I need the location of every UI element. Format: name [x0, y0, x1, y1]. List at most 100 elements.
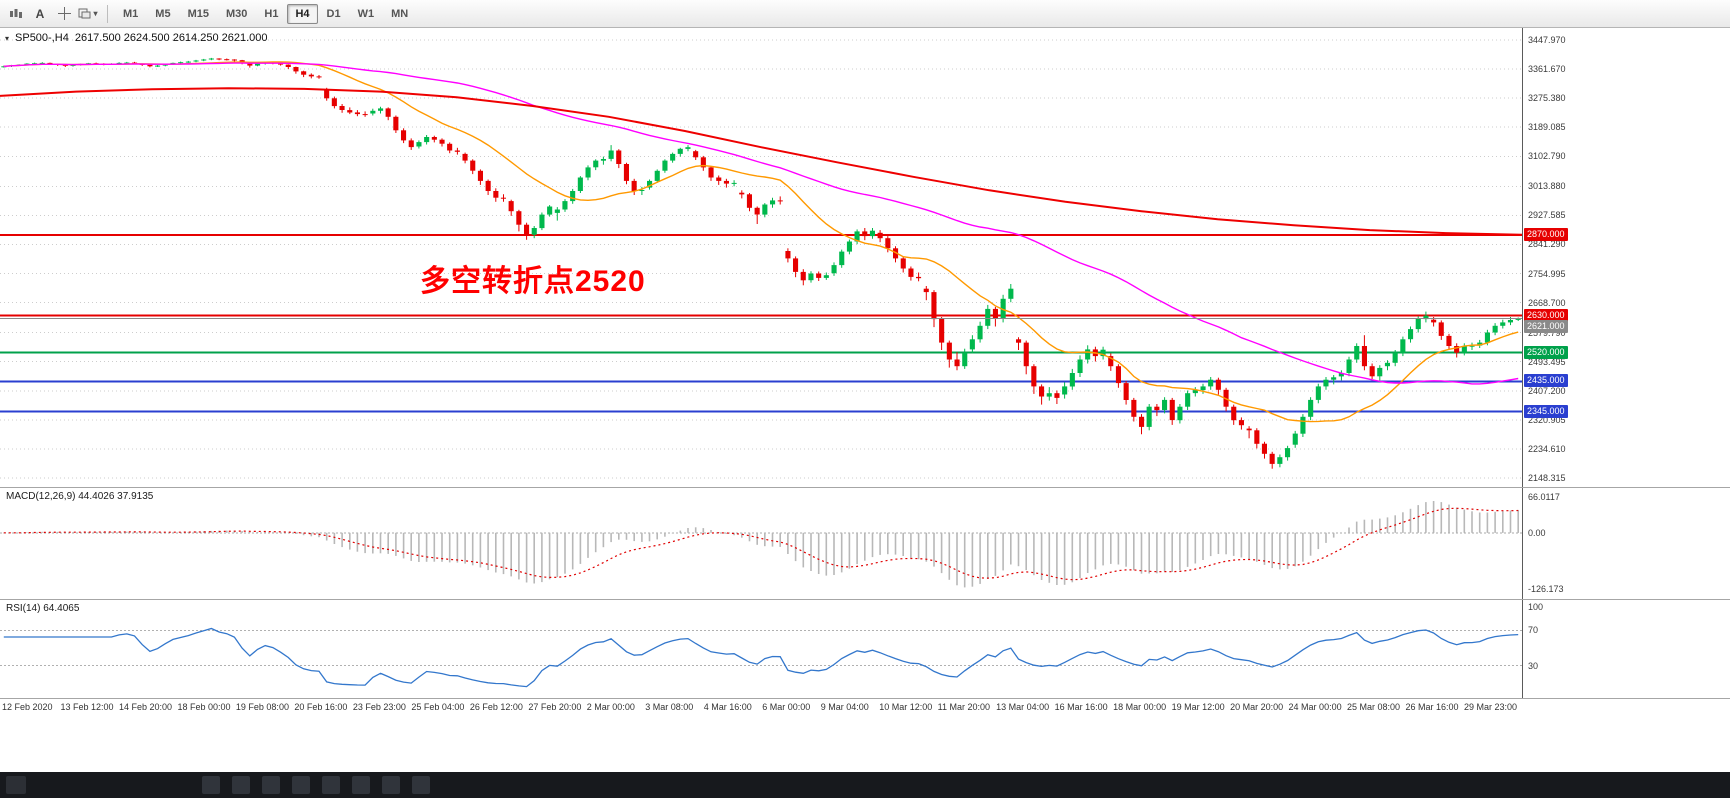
timeframe-group: M1 M5 M15 M30 H1 H4 D1 W1 MN	[115, 3, 416, 24]
macd-label: MACD(12,26,9) 44.4026 37.9135	[6, 491, 154, 502]
macd-axis-label: -126.173	[1528, 584, 1564, 594]
price-tag: 2520.000	[1524, 345, 1568, 359]
time-label: 6 Mar 00:00	[762, 702, 811, 712]
price-tag: 2630.000	[1524, 308, 1568, 322]
timeframe-button-mn[interactable]: MN	[383, 4, 416, 24]
taskbar	[0, 772, 1730, 798]
taskbar-app-icon[interactable]	[322, 776, 340, 794]
time-label: 20 Mar 20:00	[1230, 702, 1284, 712]
rsi-axis-label: 70	[1528, 625, 1539, 636]
candlestick-chart[interactable]	[0, 28, 1522, 487]
timeframe-button-m1[interactable]: M1	[115, 4, 146, 24]
time-label: 24 Mar 00:00	[1288, 702, 1342, 712]
chart-ohlc-label: 2617.500 2624.500 2614.250 2621.000	[74, 32, 268, 44]
price-tick: 2668.700	[1528, 297, 1566, 308]
rsi-axis-label: 30	[1528, 660, 1539, 671]
rsi-panel: 100 70 30 RSI(14) 64.4065	[0, 600, 1730, 699]
time-label: 9 Mar 04:00	[820, 702, 869, 712]
chart-marker-icon: ▾	[5, 33, 10, 43]
main-chart-panel: 3447.970 3361.670 3275.380 3189.085 3102.790…	[0, 28, 1730, 488]
time-label: 25 Mar 08:00	[1347, 702, 1401, 712]
rsi-chart[interactable]	[0, 600, 1522, 698]
macd-chart[interactable]	[0, 488, 1522, 599]
price-tick: 3189.085	[1528, 122, 1566, 133]
time-label: 10 Mar 12:00	[879, 702, 933, 712]
price-tick: 2407.200	[1528, 385, 1566, 396]
crosshair-glyph	[57, 7, 71, 20]
time-label: 27 Feb 20:00	[528, 702, 582, 712]
desktop-gap	[0, 718, 1730, 772]
chevron-down-icon: ▾	[93, 9, 98, 18]
time-label: 26 Feb 12:00	[469, 702, 523, 712]
rsi-axis-label: 100	[1528, 602, 1544, 612]
price-tick: 2234.610	[1528, 443, 1566, 454]
time-label: 25 Feb 04:00	[411, 702, 465, 712]
rsi-label: RSI(14) 64.4065	[6, 603, 80, 614]
macd-panel: 66.0117 0.00 -126.173 MACD(12,26,9) 44.402…	[0, 488, 1730, 600]
cursor-a-button[interactable]: A	[28, 3, 52, 25]
taskbar-app-icon[interactable]	[382, 776, 400, 794]
time-label: 16 Mar 16:00	[1054, 702, 1108, 712]
macd-axis-label: 0.00	[1528, 527, 1546, 538]
time-label: 13 Feb 12:00	[60, 702, 114, 712]
time-label: 29 Mar 23:00	[1464, 702, 1518, 712]
taskbar-app-icon[interactable]	[292, 776, 310, 794]
timeframe-button-h1[interactable]: H1	[256, 4, 286, 24]
time-label: 23 Feb 23:00	[352, 702, 406, 712]
chart-symbol-label: SP500-,H4	[15, 32, 69, 44]
chart-title: ▾ SP500-,H4 2617.500 2624.500 2614.250 2…	[5, 32, 268, 44]
time-label: 4 Mar 16:00	[703, 702, 752, 712]
price-tick: 3275.380	[1528, 93, 1566, 104]
price-tick: 2148.315	[1528, 473, 1566, 483]
time-label: 13 Mar 04:00	[996, 702, 1050, 712]
chart-window-icon[interactable]	[4, 3, 28, 25]
price-tick: 3013.880	[1528, 181, 1566, 192]
timeframe-button-m15[interactable]: M15	[180, 4, 217, 24]
price-tick: 3447.970	[1528, 35, 1566, 45]
time-label: 19 Mar 12:00	[1171, 702, 1225, 712]
price-axis[interactable]: 3447.970 3361.670 3275.380 3189.085 3102.790…	[1522, 28, 1730, 487]
time-label: 11 Mar 20:00	[937, 702, 991, 712]
toolbar: A ▾ M1 M5 M15 M30 H1 H4 D1 W1 MN	[0, 0, 1730, 28]
time-label: 18 Feb 00:00	[177, 702, 231, 712]
price-tag: 2345.000	[1524, 404, 1568, 418]
taskbar-app-icon[interactable]	[232, 776, 250, 794]
time-label: 20 Feb 16:00	[294, 702, 348, 712]
taskbar-app-icon[interactable]	[202, 776, 220, 794]
time-label: 19 Feb 08:00	[235, 702, 289, 712]
time-label: 3 Mar 08:00	[645, 702, 694, 712]
objects-glyph	[78, 8, 91, 19]
price-tick: 3361.670	[1528, 64, 1566, 75]
time-label: 12 Feb 2020	[2, 702, 53, 712]
crosshair-icon[interactable]	[52, 3, 76, 25]
timeframe-button-m30[interactable]: M30	[218, 4, 255, 24]
price-tick: 2841.290	[1528, 239, 1566, 250]
candlestick-glyph	[10, 8, 22, 18]
objects-dropdown-icon[interactable]: ▾	[76, 3, 100, 25]
macd-axis[interactable]: 66.0117 0.00 -126.173	[1522, 488, 1730, 599]
price-tick: 3102.790	[1528, 151, 1566, 162]
timeframe-button-w1[interactable]: W1	[350, 4, 383, 24]
start-button[interactable]	[6, 776, 26, 794]
price-tick: 2493.495	[1528, 356, 1566, 367]
taskbar-app-icon[interactable]	[262, 776, 280, 794]
price-tick: 2754.995	[1528, 268, 1566, 279]
macd-axis-label: 66.0117	[1528, 492, 1560, 502]
rsi-axis[interactable]: 100 70 30	[1522, 600, 1730, 698]
price-tick: 2320.905	[1528, 414, 1566, 425]
timeframe-button-m5[interactable]: M5	[147, 4, 178, 24]
time-label: 18 Mar 00:00	[1113, 702, 1167, 712]
taskbar-app-icon[interactable]	[412, 776, 430, 794]
taskbar-app-icon[interactable]	[352, 776, 370, 794]
toolbar-separator	[107, 4, 108, 23]
price-tick: 2927.585	[1528, 210, 1566, 221]
timeframe-button-h4[interactable]: H4	[287, 3, 318, 24]
chart-annotation[interactable]: 多空转折点2520	[420, 265, 646, 298]
time-label: 26 Mar 16:00	[1405, 702, 1459, 712]
time-label: 14 Feb 20:00	[118, 702, 172, 712]
time-axis[interactable]: 12 Feb 2020 13 Feb 12:00 14 Feb 20:00 18 Fe…	[0, 699, 1730, 718]
price-tag: 2435.000	[1524, 374, 1568, 388]
time-label: 2 Mar 00:00	[586, 702, 635, 712]
timeframe-button-d1[interactable]: D1	[319, 4, 349, 24]
